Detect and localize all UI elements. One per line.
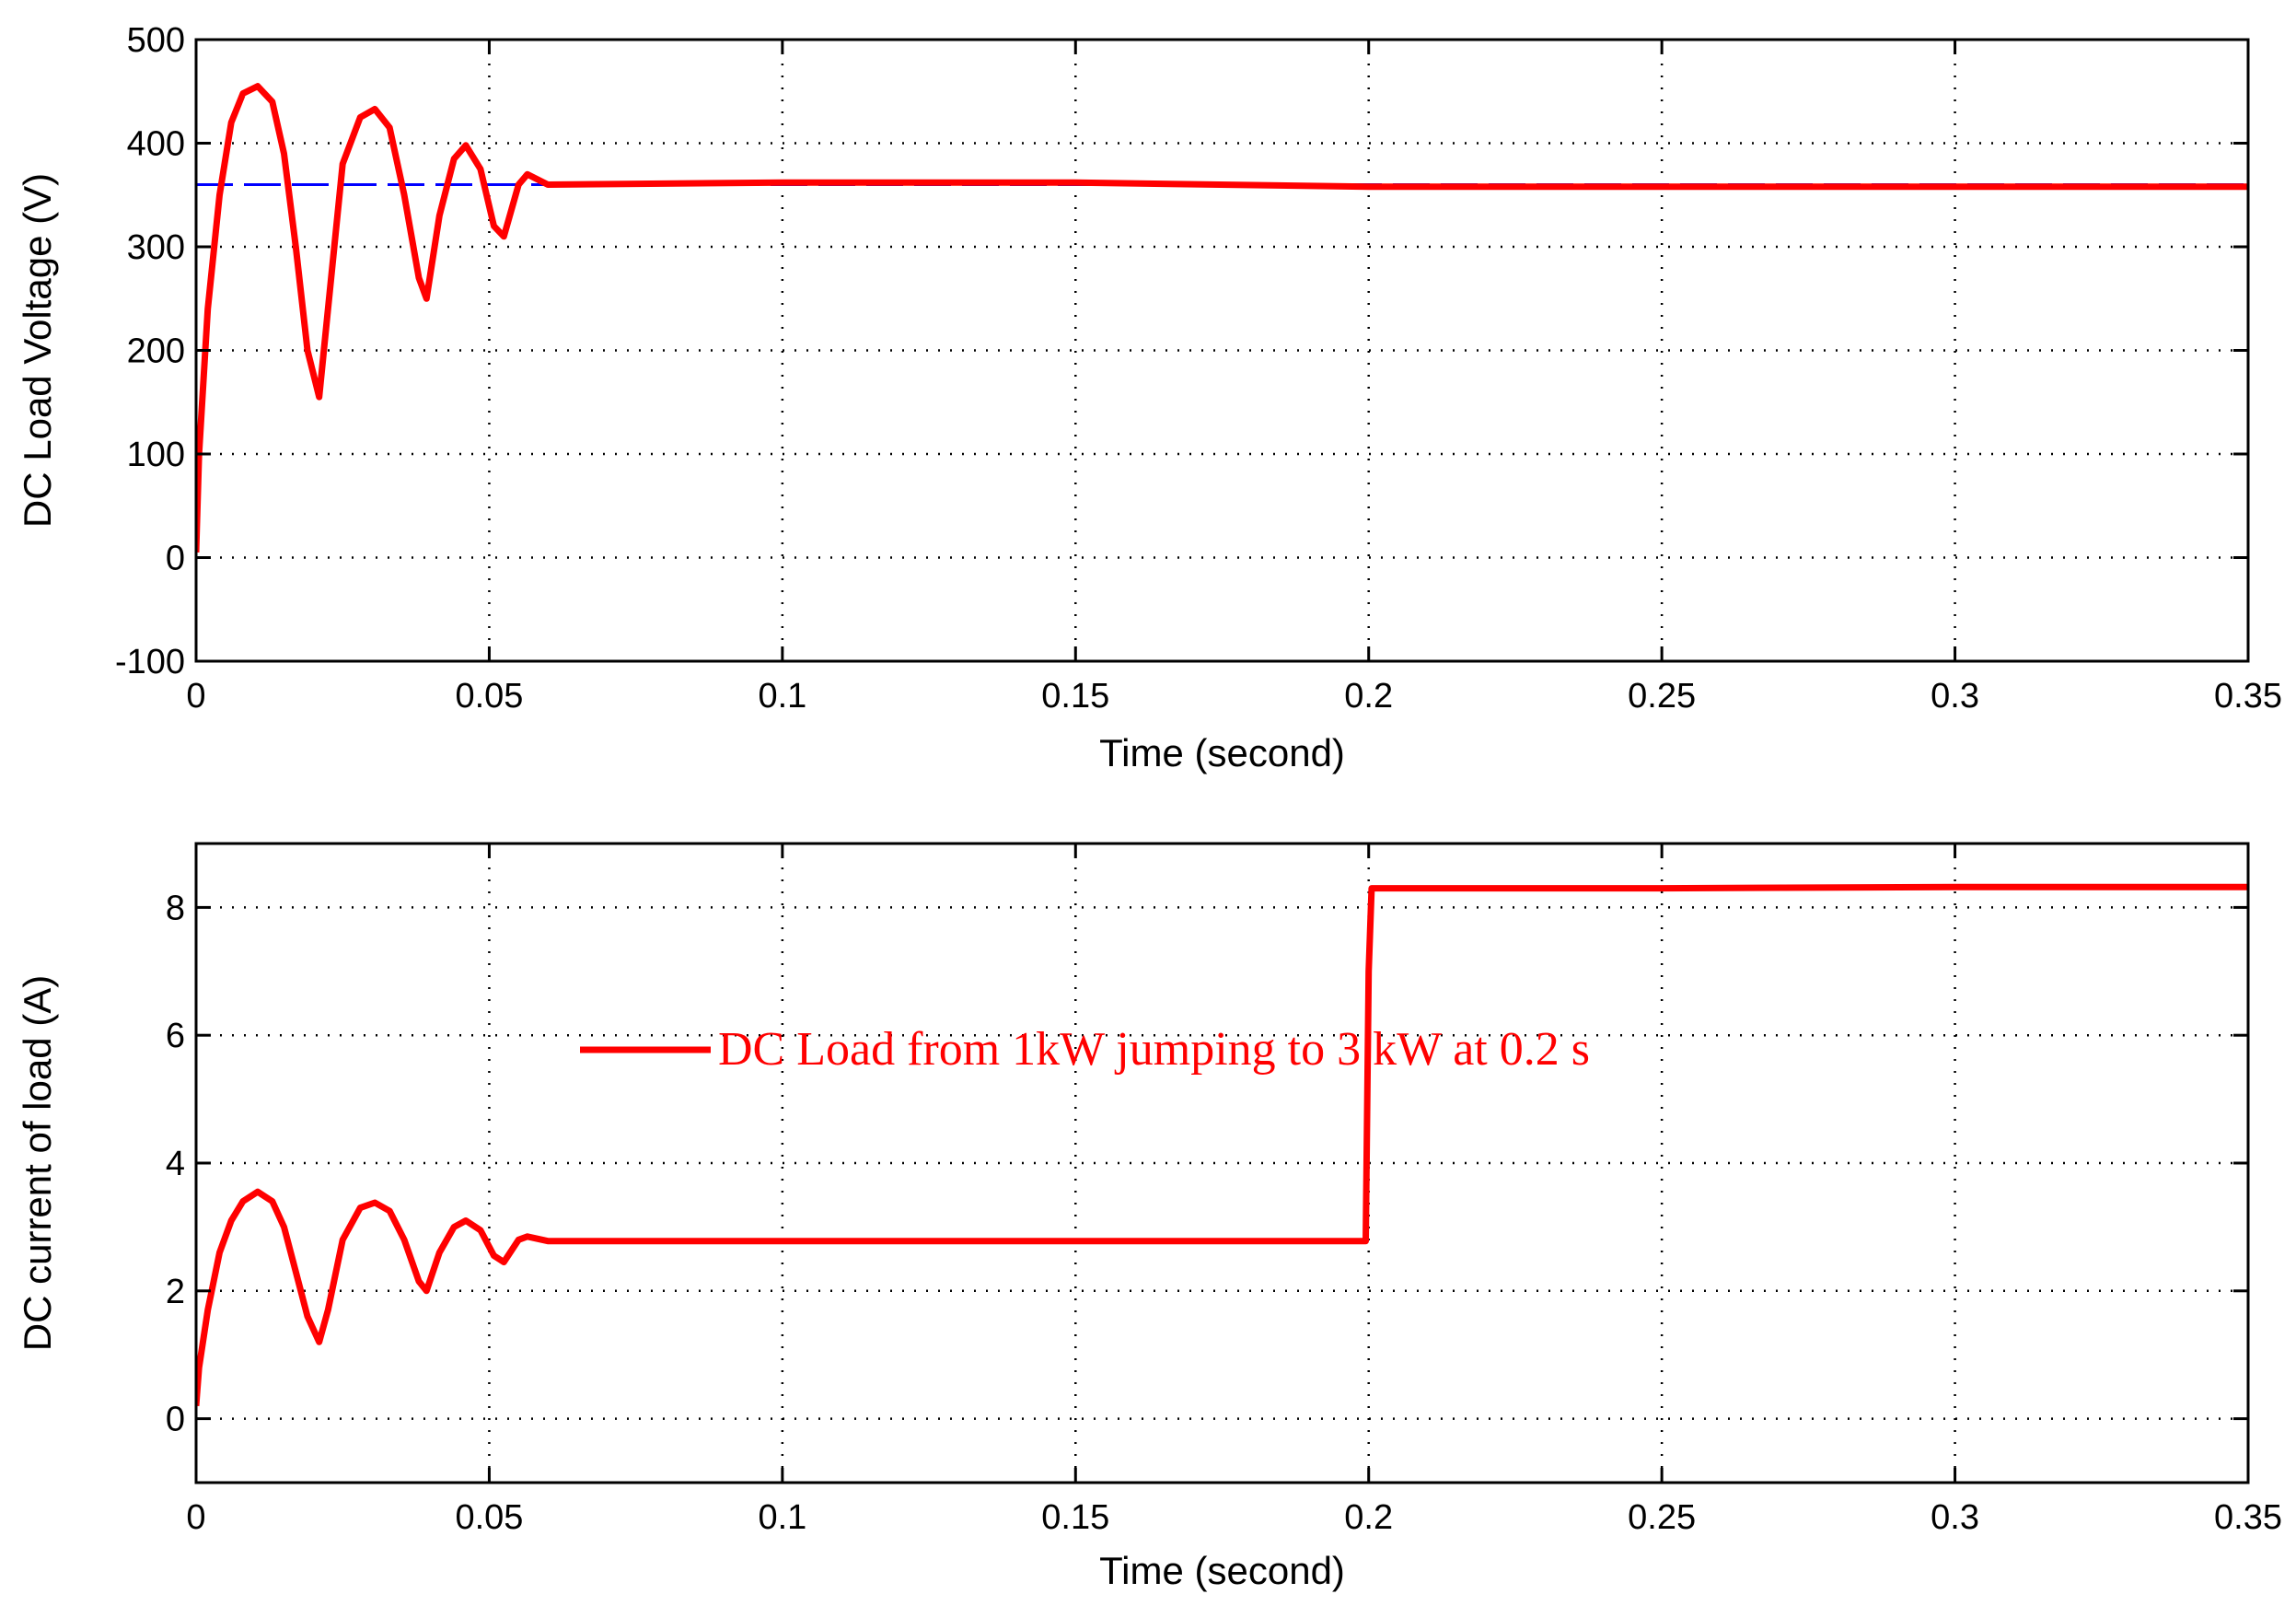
x-axis-label: Time (second) (1099, 1549, 1345, 1592)
x-axis-label: Time (second) (1099, 731, 1345, 774)
y-tick-label: 2 (166, 1273, 185, 1311)
y-tick-label: 8 (166, 889, 185, 927)
x-tick-label: 0.3 (1931, 677, 1979, 716)
x-tick-label: 0.25 (1628, 677, 1696, 716)
y-axis-label: DC Load Voltage (V) (16, 173, 59, 528)
y-tick-label: 0 (166, 540, 185, 578)
y-axis-label: DC current of load (A) (16, 975, 59, 1351)
x-tick-label: 0.35 (2214, 677, 2282, 716)
y-tick-label: 300 (127, 228, 185, 267)
series-line (196, 883, 2248, 1406)
axes-frame (194, 38, 2250, 663)
x-tick-label: 0.1 (758, 1498, 806, 1537)
x-tick-label: 0.15 (1041, 677, 1109, 716)
series-group (196, 883, 2248, 1406)
axes-frame (194, 842, 2250, 1484)
series-group (196, 83, 2248, 553)
y-tick-label: 400 (127, 125, 185, 164)
legend-label: DC Load from 1kW jumping to 3 kW at 0.2 … (718, 1023, 1590, 1076)
x-tick-label: 0 (186, 1498, 205, 1537)
x-tick-label: 0.15 (1041, 1498, 1109, 1537)
x-tick-label: 0.35 (2214, 1498, 2282, 1537)
x-tick-label: 0.05 (455, 1498, 523, 1537)
y-tick-label: 4 (166, 1145, 185, 1183)
y-tick-label: 0 (166, 1401, 185, 1439)
y-tick-label: 200 (127, 332, 185, 371)
voltage-plot: 0 0.05 0.1 0.15 0.2 0.25 0.3 0.35-1000100200300… (16, 21, 2282, 774)
x-tick-label: 0.05 (455, 677, 523, 716)
x-tick-label: 0.2 (1344, 677, 1393, 716)
y-tick-label: -100 (115, 643, 185, 681)
x-tick-label: 0.3 (1931, 1498, 1979, 1537)
y-tick-label: 6 (166, 1017, 185, 1055)
current-plot: 0 0.05 0.1 0.15 0.2 0.25 0.3 0.35 0 2 4 6 8 Time (sec… (16, 842, 2282, 1592)
x-tick-label: 0 (186, 677, 205, 716)
y-tick-label: 500 (127, 21, 185, 60)
x-tick-label: 0.25 (1628, 1498, 1696, 1537)
x-tick-label: 0.1 (758, 677, 806, 716)
series-line (196, 83, 2248, 553)
y-tick-label: 100 (127, 436, 185, 474)
x-tick-label: 0.2 (1344, 1498, 1393, 1537)
